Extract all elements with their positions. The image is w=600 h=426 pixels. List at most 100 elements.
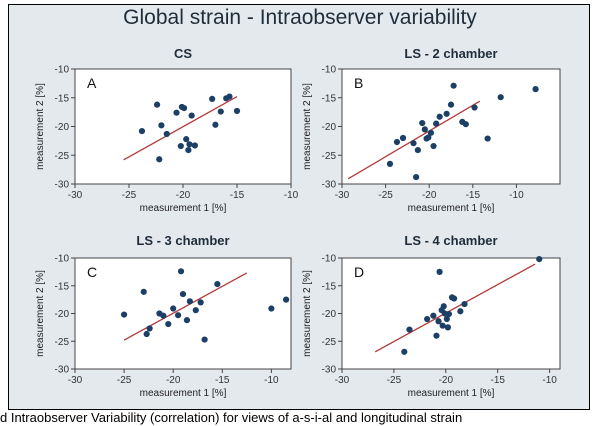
panel-b-data-point [532,86,539,93]
panel-b-x-tick-label: -10 [509,190,524,201]
panel-c-data-point [177,268,185,275]
panel-d-x-axis-label: measurement 1 [%] [408,388,495,399]
panel-d-data-point [443,315,450,323]
panel-d-y-tick-label: -20 [322,309,337,320]
panel-b-data-point [399,134,407,142]
panel-c-x-axis-label: measurement 1 [%] [140,388,227,399]
panel-c-data-point [179,290,187,298]
panel-a-data-point [185,146,192,154]
panel-c-data-point [170,305,177,312]
panel-b-data-point [443,110,450,117]
panel-a-data-point [138,128,146,135]
panel-b-title: LS - 2 chamber [404,46,497,61]
panel-a-data-point [183,136,190,143]
panel-b-y-tick-label: -15 [322,93,337,104]
panel-c-x-tick-label: -15 [215,375,230,386]
panel-a-x-axis-label: measurement 1 [%] [140,203,227,214]
panel-c-y-axis-label: measurement 2 [%] [35,270,46,357]
panel-b-data-point [447,101,455,108]
panel-b-data-point [425,134,432,141]
panel-b-data-point [421,126,428,133]
panel-b-plot-area [341,68,561,185]
panel-a-y-tick-label: -30 [55,180,70,191]
panel-d-data-point [424,315,431,323]
panel-c-data-point [146,325,153,332]
panel-b-data-point [386,160,394,167]
panel-a-y-tick-label: -15 [55,93,70,104]
panel-d-data-point [401,348,408,355]
panel-c-y-tick-label: -15 [55,281,70,292]
panel-b-x-tick-label: -15 [466,190,481,201]
panel-b-data-point [484,135,491,142]
panel-d-y-axis-label: measurement 2 [%] [302,270,313,357]
panel-c-fit-line [123,272,248,341]
panel-c-data-point [183,317,191,324]
panel-b-y-tick-label: -25 [322,151,337,162]
panel-a-letter: A [87,75,97,91]
panel-c-data-point [282,296,290,303]
panel-c-data-point [143,330,150,338]
panel-d-x-tick-label: -10 [542,375,557,386]
panel-a-x-tick-label: -30 [68,190,83,201]
panel-b-fit-line [347,100,481,180]
panel-c-title: LS - 3 chamber [136,233,229,248]
panel-d-data-point [439,322,446,329]
panel-a-data-point [156,156,163,163]
panel-c-data-point [140,288,147,295]
panel-a-data-point [188,112,195,119]
panel-a-data-point [212,121,219,128]
panel-a-y-axis-label: measurement 2 [%] [35,83,46,170]
panel-b-data-point [462,121,469,128]
panel-d-data-point [457,308,464,315]
panel-c-x-tick-label: -30 [68,375,83,386]
panel-d-data-point [444,324,451,331]
panel-d-data-point [406,326,413,333]
panel-d-x-tick-label: -25 [387,375,402,386]
panel-c-plot-area [74,257,292,370]
panel-a-y-tick-label: -10 [55,65,70,76]
panel-d-data-point [451,295,458,302]
panel-b-data-point [427,129,435,136]
panel-d-data-point [435,318,442,325]
panel-a-title: CS [174,46,192,61]
panel-a-data-point [173,109,180,116]
panel-b-data-point [393,138,401,146]
panel-b-x-axis-label: measurement 1 [%] [408,203,495,214]
panel-b-data-point [410,140,417,147]
panel-c-y-tick-label: -10 [55,254,70,265]
panel-a-x-tick-label: -15 [230,190,245,201]
panel-a-data-point [186,141,193,148]
panel-d-y-tick-label: -15 [322,281,337,292]
panel-c-x-tick-label: -25 [117,375,132,386]
panel-d-y-tick-label: -25 [322,337,337,348]
panel-b-data-point [471,104,478,111]
panel-c-data-point [268,305,275,312]
panel-a-data-point [217,108,224,115]
figure-title: Global strain - Intraobserver variabilit… [123,6,477,29]
panel-b-y-tick-label: -20 [322,122,337,133]
panel-d-data-point [436,268,443,275]
panel-b-data-point [414,146,421,154]
panel-b-data-point [413,174,420,181]
panel-a-x-tick-label: -25 [122,190,137,201]
panel-c-y-tick-label: -30 [55,365,70,376]
panel-b-data-point [430,142,437,150]
panel-d-data-point [536,256,543,263]
panel-a-fit-line [123,96,238,161]
panel-a-data-point [180,105,188,112]
scatter-plots: CS A -30 -25 -20 -15 -10 -30 -25 -20 -15 -10 measure… [35,46,561,399]
panel-c-y-tick-label: -20 [55,309,70,320]
panel-a-x-tick-label: -10 [284,190,299,201]
panel-d-data-point [461,300,468,308]
panel-a-data-point [163,130,170,138]
figure-caption: d Intraobserver Variability (correlation… [0,410,463,425]
panel-d-x-tick-label: -20 [439,375,454,386]
panel-c-data-point [197,299,204,306]
panel-a-data-point [158,122,165,129]
panel-b-data-point [497,94,504,101]
panel-b-x-tick-label: -30 [335,190,350,201]
panel-c-x-tick-label: -20 [166,375,181,386]
panel-a-data-point [177,142,184,150]
panel-d-x-tick-label: -15 [490,375,505,386]
panel-c-data-point [165,320,172,328]
